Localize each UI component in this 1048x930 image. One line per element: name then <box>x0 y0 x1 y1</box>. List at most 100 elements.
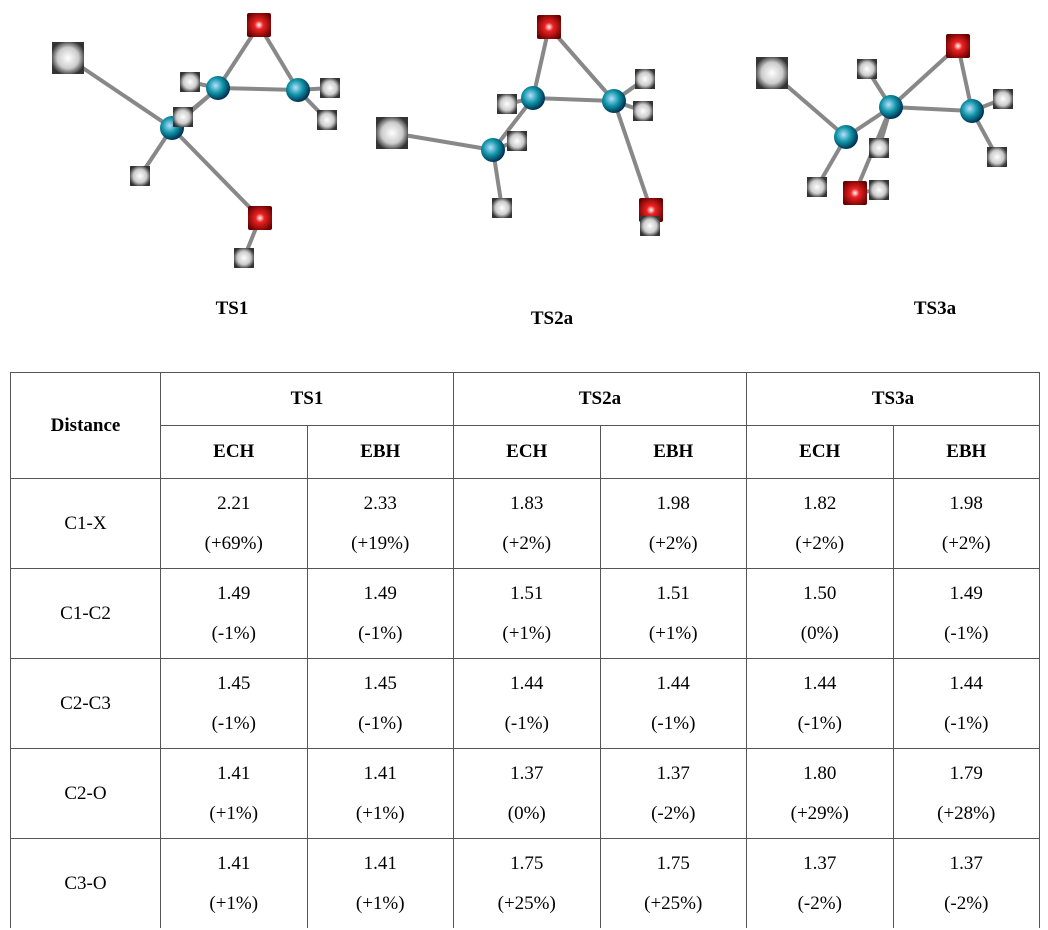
cell: 1.44(-1%) <box>893 659 1040 749</box>
cell-value: (-1%) <box>308 614 454 654</box>
cell: 1.44(-1%) <box>600 659 747 749</box>
cell-value: 2.33 <box>308 484 454 524</box>
atom <box>987 147 1007 167</box>
atom <box>633 101 653 121</box>
cell-value: (0%) <box>747 614 893 654</box>
atom <box>234 248 254 268</box>
cell-value: (+2%) <box>747 524 893 564</box>
cell-value: (+19%) <box>308 524 454 564</box>
cell-value: (+28%) <box>894 794 1040 834</box>
cell: 1.37(-2%) <box>747 839 894 929</box>
cell: 1.37(0%) <box>454 749 601 839</box>
cell-value: 1.45 <box>308 664 454 704</box>
cell: 1.45(-1%) <box>307 659 454 749</box>
cell: 1.82(+2%) <box>747 479 894 569</box>
atom <box>317 110 337 130</box>
cell: 1.41(+1%) <box>307 839 454 929</box>
cell-value: (+1%) <box>454 614 600 654</box>
page: TS1 TS2a TS3a DistanceTS1TS2aTS3aECHEBHE… <box>0 0 1048 930</box>
atom <box>320 78 340 98</box>
atom <box>173 107 193 127</box>
cell: 1.79(+28%) <box>893 749 1040 839</box>
atom <box>497 94 517 114</box>
cell-value: 2.21 <box>161 484 307 524</box>
atom <box>376 117 408 149</box>
atom <box>602 89 626 113</box>
cell-value: (-2%) <box>747 884 893 924</box>
atom <box>130 166 150 186</box>
header-row: ECHEBHECHEBHECHEBH <box>11 426 1040 479</box>
atom <box>993 89 1013 109</box>
row-label: C1-C2 <box>11 569 161 659</box>
cell-value: (-1%) <box>161 704 307 744</box>
atom <box>869 180 889 200</box>
cell: 1.98(+2%) <box>600 479 747 569</box>
cell-value: (-1%) <box>161 614 307 654</box>
cell: 1.41(+1%) <box>307 749 454 839</box>
cell-value: (+29%) <box>747 794 893 834</box>
atom <box>492 198 512 218</box>
atom <box>507 131 527 151</box>
cell: 1.50(0%) <box>747 569 894 659</box>
cell-value: (+1%) <box>161 884 307 924</box>
bond <box>218 88 298 90</box>
cell-value: (-2%) <box>894 884 1040 924</box>
bond <box>172 128 260 218</box>
cell-value: (-1%) <box>894 614 1040 654</box>
molecule-drawings <box>52 13 1013 268</box>
cell-value: 1.37 <box>601 754 747 794</box>
cell-value: 1.75 <box>601 844 747 884</box>
bond <box>533 98 614 101</box>
row-label: C2-C3 <box>11 659 161 749</box>
cell-value: (0%) <box>454 794 600 834</box>
cell-value: 1.80 <box>747 754 893 794</box>
atom <box>521 86 545 110</box>
atom <box>756 57 788 89</box>
cell: 1.44(-1%) <box>747 659 894 749</box>
column-header: EBH <box>893 426 1040 479</box>
cell-value: 1.37 <box>454 754 600 794</box>
cell-value: (-1%) <box>747 704 893 744</box>
atom <box>834 125 858 149</box>
cell-value: (-1%) <box>454 704 600 744</box>
group-header: TS2a <box>454 373 747 426</box>
cell-value: 1.79 <box>894 754 1040 794</box>
cell: 1.41(+1%) <box>161 749 308 839</box>
cell-value: 1.41 <box>161 844 307 884</box>
cell: 1.80(+29%) <box>747 749 894 839</box>
cell-value: (-1%) <box>601 704 747 744</box>
cell-value: 1.98 <box>601 484 747 524</box>
cell: 1.45(-1%) <box>161 659 308 749</box>
cell-value: 1.44 <box>747 664 893 704</box>
distance-table: DistanceTS1TS2aTS3aECHEBHECHEBHECHEBH C1… <box>10 372 1040 928</box>
cell-value: (+69%) <box>161 524 307 564</box>
column-header: ECH <box>454 426 601 479</box>
cell-value: 1.41 <box>308 754 454 794</box>
bond <box>891 107 972 111</box>
cell-value: 1.49 <box>894 574 1040 614</box>
atom <box>857 59 877 79</box>
cell-value: (-2%) <box>601 794 747 834</box>
cell-value: 1.49 <box>308 574 454 614</box>
cell-value: (+1%) <box>308 884 454 924</box>
cell-value: 1.75 <box>454 844 600 884</box>
cell: 1.51(+1%) <box>600 569 747 659</box>
cell-value: (-1%) <box>308 704 454 744</box>
atom <box>52 42 84 74</box>
cell: 1.44(-1%) <box>454 659 601 749</box>
cell-value: 1.44 <box>894 664 1040 704</box>
atom <box>180 72 200 92</box>
cell-value: (+25%) <box>454 884 600 924</box>
header-row: DistanceTS1TS2aTS3a <box>11 373 1040 426</box>
cell-value: (-1%) <box>894 704 1040 744</box>
cell-value: 1.44 <box>601 664 747 704</box>
atom <box>640 216 660 236</box>
cell-value: (+1%) <box>308 794 454 834</box>
cell-value: 1.41 <box>161 754 307 794</box>
